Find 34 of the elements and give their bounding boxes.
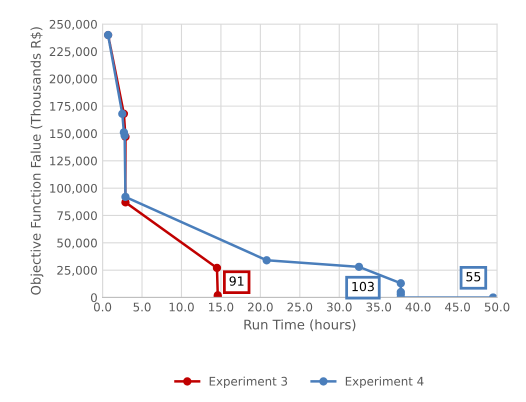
y-tick-label: 100,000 [50, 184, 97, 194]
y-tick-label: 250,000 [50, 20, 97, 30]
annotation: 55 [466, 272, 480, 282]
y-tick-label: 225,000 [50, 47, 97, 58]
legend-label: Experiment 4 [346, 376, 424, 388]
x-tick-label: 0.0 [94, 302, 112, 312]
y-axis-title: Objective Function Falue (Thousands R$) [30, 27, 44, 295]
x-tick-label: 20.0 [248, 302, 273, 312]
x-axis-title: Run Time (hours) [244, 319, 356, 332]
x-tick-label: 25.0 [288, 302, 312, 312]
y-tick-label: 125,000 [50, 156, 97, 167]
y-tick-label: 25,000 [57, 266, 97, 276]
legend-label: Experiment 3 [210, 376, 288, 388]
annotation: 91 [230, 276, 244, 286]
annotation: 103 [352, 282, 374, 292]
x-tick-label: 15.0 [209, 302, 234, 312]
y-tick-label: 0 [90, 293, 97, 302]
y-tick-label: 150,000 [50, 129, 97, 140]
x-tick-label: 45.0 [445, 302, 470, 312]
point [354, 262, 364, 272]
y-tick-label: 200,000 [50, 74, 97, 85]
x-tick-label: 30.0 [327, 302, 352, 312]
y-tick-label: 50,000 [57, 238, 97, 249]
point [212, 264, 222, 272]
point [262, 256, 271, 264]
x-tick-label: 10.0 [170, 302, 194, 312]
y-tick-label: 75,000 [57, 211, 97, 222]
point [396, 279, 405, 288]
x-tick-label: 40.0 [406, 302, 431, 312]
point [121, 192, 130, 202]
x-tick-label: 5.0 [134, 302, 151, 312]
y-tick-label: 175,000 [50, 102, 97, 112]
x-tick-label: 35.0 [366, 302, 392, 312]
x-tick-label: 50.0 [484, 302, 510, 312]
